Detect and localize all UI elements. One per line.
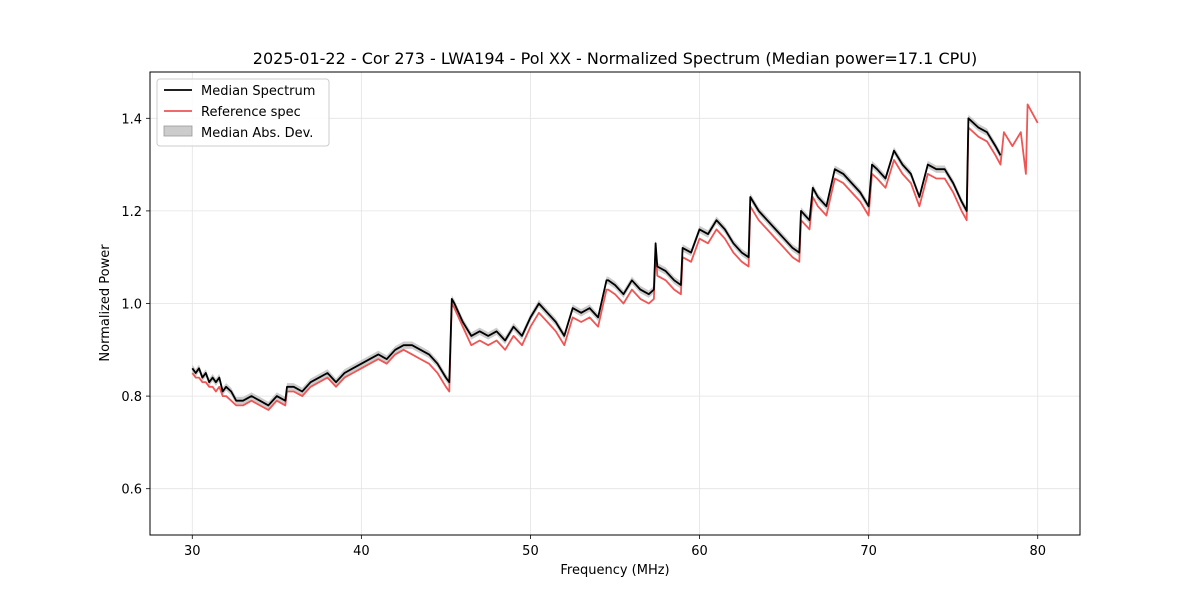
y-tick-label: 1.0 <box>121 298 142 313</box>
legend-box <box>156 78 330 147</box>
legend-swatch-mad <box>163 125 193 137</box>
x-tick-label: 80 <box>1029 544 1046 559</box>
legend-label-mad: Median Abs. Dev. <box>201 126 313 141</box>
y-axis-label: Normalized Power <box>98 244 113 362</box>
x-tick-label: 40 <box>353 544 370 559</box>
y-tick-label: 1.4 <box>121 112 142 127</box>
legend: Median Spectrum Reference spec Median Ab… <box>156 78 330 147</box>
chart-title: 2025-01-22 - Cor 273 - LWA194 - Pol XX -… <box>253 49 977 68</box>
x-tick-label: 30 <box>184 544 201 559</box>
y-tick-label: 1.2 <box>121 205 142 220</box>
legend-label-reference: Reference spec <box>201 105 301 120</box>
axis-ticks: 30 40 50 60 70 80 0.6 0.8 1.0 1.2 1.4 <box>121 112 1046 559</box>
series-median-spectrum <box>191 117 1002 407</box>
y-tick-label: 0.6 <box>121 483 142 498</box>
y-tick-label: 0.8 <box>121 390 142 405</box>
series-reference-spec <box>191 103 1039 411</box>
gridlines <box>150 72 1080 535</box>
legend-label-median: Median Spectrum <box>201 84 315 99</box>
series-layer <box>191 103 1039 411</box>
x-tick-label: 60 <box>691 544 708 559</box>
x-tick-label: 70 <box>860 544 877 559</box>
x-axis-label: Frequency (MHz) <box>560 563 669 578</box>
x-tick-label: 50 <box>522 544 539 559</box>
